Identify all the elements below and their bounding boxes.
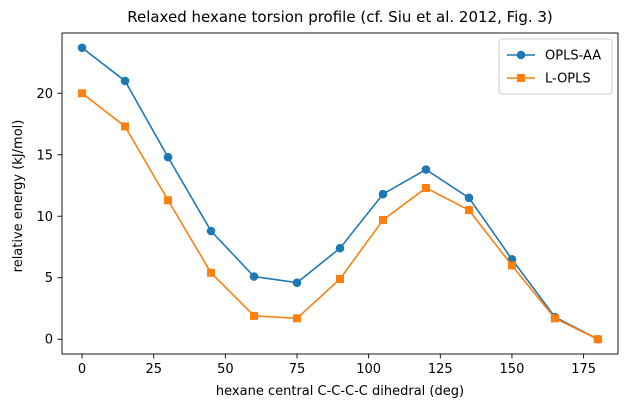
data-point: [163, 152, 173, 162]
data-point: [507, 261, 516, 270]
x-tick-label: 150: [500, 362, 525, 377]
data-point: [421, 165, 431, 174]
data-point: [164, 196, 173, 205]
data-point: [120, 76, 130, 86]
y-tick-label: 0: [45, 333, 53, 348]
legend-marker-circle: [516, 50, 526, 60]
y-tick-label: 10: [36, 210, 53, 225]
plot-area: 0 25 50 75 100 125 150 175 0 5 10 15 20: [36, 32, 619, 377]
x-tick-label: 100: [356, 362, 381, 377]
x-tick-label: 0: [78, 362, 86, 377]
data-point: [336, 274, 344, 283]
data-point: [293, 314, 302, 323]
data-point: [206, 226, 216, 236]
legend-marker-square: [517, 74, 525, 82]
legend: OPLS-AA L-OPLS: [498, 38, 613, 95]
data-point: [292, 278, 302, 287]
data-point: [421, 183, 430, 192]
y-tick-label: 5: [45, 271, 53, 286]
data-point: [378, 189, 388, 199]
data-point: [78, 89, 87, 98]
data-point: [77, 43, 87, 53]
legend-label-1: OPLS-AA: [545, 49, 601, 64]
y-axis-label: relative energy (kJ/mol): [11, 120, 26, 273]
data-point: [207, 268, 216, 277]
data-point: [335, 243, 345, 253]
chart-title: Relaxed hexane torsion profile (cf. Siu …: [127, 8, 553, 26]
legend-label-2: L-OPLS: [545, 72, 591, 87]
x-tick-label: 175: [571, 362, 596, 377]
plot-frame: [61, 32, 619, 355]
data-point: [464, 193, 474, 203]
data-point: [550, 314, 559, 323]
y-tick-label: 20: [36, 87, 53, 102]
x-tick-label: 125: [428, 362, 453, 377]
y-tick-label: 15: [36, 148, 53, 163]
data-point: [121, 122, 130, 131]
data-point: [593, 335, 602, 344]
legend-box: [498, 38, 613, 95]
data-point: [378, 215, 387, 224]
x-axis-label: hexane central C-C-C-C dihedral (deg): [216, 384, 464, 399]
x-tick-label: 50: [217, 362, 234, 377]
x-tick-label: 25: [145, 362, 162, 377]
data-point: [250, 311, 259, 320]
data-point: [464, 206, 473, 215]
x-tick-label: 75: [289, 362, 306, 377]
data-point: [249, 272, 259, 281]
